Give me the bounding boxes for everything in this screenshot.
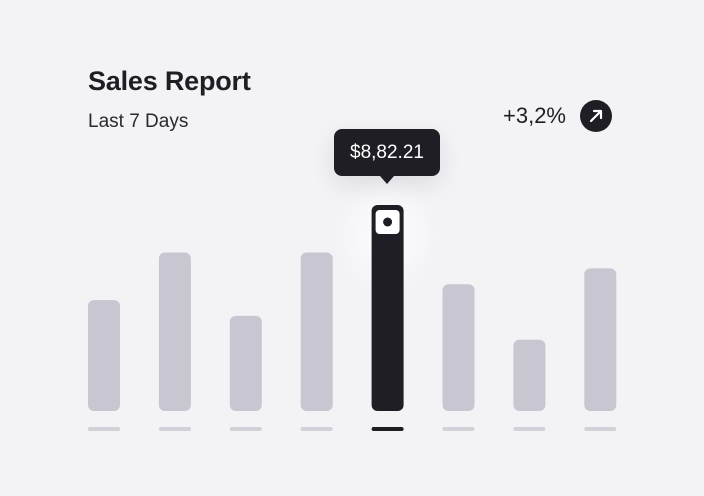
bar-marker-dot xyxy=(383,217,393,227)
x-tick xyxy=(300,427,333,431)
bar[interactable] xyxy=(300,252,333,412)
ticks-layer xyxy=(88,427,617,431)
x-tick xyxy=(584,427,617,431)
bar[interactable] xyxy=(229,315,262,411)
bars-layer xyxy=(88,205,617,412)
bar-highlighted[interactable] xyxy=(371,205,404,411)
value-tooltip: $8,82.21 xyxy=(334,129,440,184)
trend-percentage: +3,2% xyxy=(503,103,566,128)
bar[interactable] xyxy=(442,284,475,411)
x-tick xyxy=(229,427,262,431)
x-tick xyxy=(88,427,120,431)
bar[interactable] xyxy=(88,300,120,411)
bar[interactable] xyxy=(158,252,191,412)
page-title: Sales Report xyxy=(88,66,251,96)
x-tick xyxy=(513,427,546,431)
tooltip-value: $8,82.21 xyxy=(350,141,424,163)
bar[interactable] xyxy=(513,339,546,411)
x-tick xyxy=(442,427,475,431)
x-tick xyxy=(158,427,191,431)
period-subtitle: Last 7 Days xyxy=(88,111,189,132)
marker-layer xyxy=(375,210,400,234)
trend-summary: +3,2% xyxy=(503,100,612,132)
trend-details-button[interactable] xyxy=(580,100,612,132)
bar[interactable] xyxy=(584,268,617,411)
arrow-up-right-icon xyxy=(589,109,603,123)
x-tick-active xyxy=(371,427,404,431)
